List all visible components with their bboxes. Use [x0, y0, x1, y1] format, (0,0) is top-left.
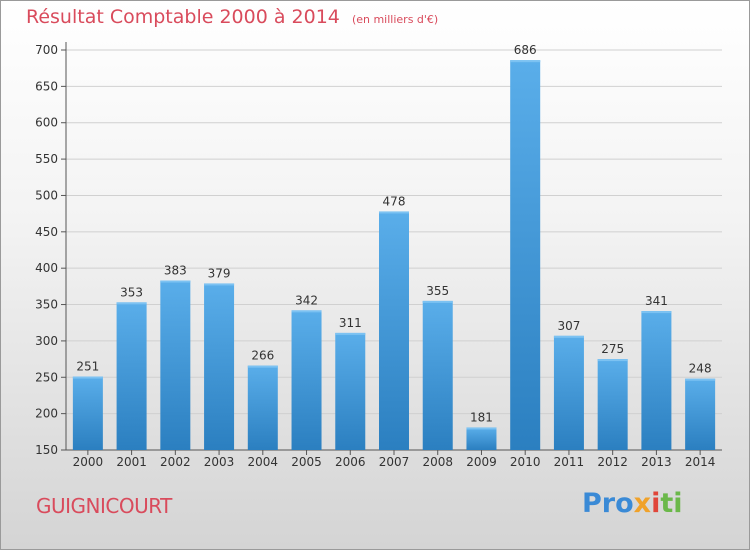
bar-highlight [597, 359, 628, 362]
bar [247, 365, 278, 450]
x-tick-label: 2001 [116, 455, 147, 469]
bar-highlight [116, 302, 147, 305]
x-tick-label: 2008 [422, 455, 453, 469]
bar [160, 280, 191, 450]
chart-subtitle: (en milliers d'€) [351, 13, 439, 26]
bar-value-label: 307 [557, 319, 580, 333]
bar [685, 378, 716, 450]
bar [72, 376, 103, 450]
bars [72, 60, 716, 450]
bar-highlight [422, 300, 453, 303]
x-tick-label: 2011 [554, 455, 585, 469]
bar [204, 283, 235, 450]
x-tick-label: 2010 [510, 455, 541, 469]
bar-highlight [641, 311, 672, 314]
bar-highlight [466, 427, 497, 430]
y-tick-label: 300 [35, 334, 58, 348]
chart-title: Résultat Comptable 2000 à 2014 (en milli… [26, 6, 438, 28]
bar-highlight [291, 310, 322, 313]
bar [335, 332, 366, 450]
x-tick-label: 2003 [204, 455, 235, 469]
x-tick-label: 2005 [291, 455, 322, 469]
bar-highlight [510, 60, 541, 63]
bar-value-label: 478 [383, 194, 406, 208]
y-tick-label: 600 [35, 116, 58, 130]
bar [466, 427, 497, 450]
y-tick-label: 650 [35, 79, 58, 93]
bar [553, 335, 584, 450]
y-tick-label: 450 [35, 225, 58, 239]
chart-title-text: Résultat Comptable 2000 à 2014 [26, 6, 340, 28]
bar-value-label: 181 [470, 410, 493, 424]
bar-value-label: 341 [645, 294, 668, 308]
town-name: GUIGNICOURT [36, 494, 172, 518]
x-tick-label: 2014 [685, 455, 716, 469]
bar [510, 60, 541, 450]
bar-highlight [204, 283, 235, 286]
bar [641, 311, 672, 450]
bar [116, 302, 147, 450]
bar-value-label: 311 [339, 316, 362, 330]
bar-highlight [335, 332, 366, 335]
proxiti-logo: Proxiti [582, 488, 683, 519]
x-tick-label: 2006 [335, 455, 366, 469]
bar-value-label: 383 [164, 264, 187, 278]
bar-highlight [379, 211, 409, 214]
x-tick-label: 2009 [466, 455, 497, 469]
bar-value-label: 248 [689, 362, 712, 376]
y-tick-label: 150 [35, 443, 58, 457]
bar-highlight [72, 376, 103, 379]
bar-highlight [685, 378, 716, 381]
x-tick-label: 2007 [379, 455, 410, 469]
y-tick-label: 700 [35, 43, 58, 57]
bar [291, 310, 322, 450]
bar-highlight [247, 365, 278, 368]
bar-value-label: 266 [251, 349, 274, 363]
bar-highlight [553, 335, 584, 338]
bar-highlight [160, 280, 191, 283]
bar-value-label: 355 [426, 284, 449, 298]
x-tick-label: 2004 [248, 455, 279, 469]
bar [379, 211, 409, 450]
y-tick-label: 550 [35, 152, 58, 166]
y-tick-label: 200 [35, 407, 58, 421]
y-tick-label: 500 [35, 188, 58, 202]
x-tick-label: 2013 [641, 455, 672, 469]
bar-value-label: 686 [514, 43, 537, 57]
bar-value-label: 275 [601, 342, 624, 356]
x-tick-label: 2002 [160, 455, 191, 469]
x-tick-label: 2000 [73, 455, 104, 469]
bar [597, 359, 628, 450]
x-tick-label: 2012 [597, 455, 628, 469]
labels: 150 200 250 300 350 400 450 500 550 600 650 700 251 2… [35, 43, 715, 469]
y-tick-label: 250 [35, 370, 58, 384]
bar-value-label: 379 [208, 266, 231, 280]
bar [422, 300, 453, 450]
bar-value-label: 251 [76, 360, 99, 374]
y-tick-label: 350 [35, 298, 58, 312]
y-tick-label: 400 [35, 261, 58, 275]
bar-value-label: 342 [295, 293, 318, 307]
bar-value-label: 353 [120, 285, 143, 299]
